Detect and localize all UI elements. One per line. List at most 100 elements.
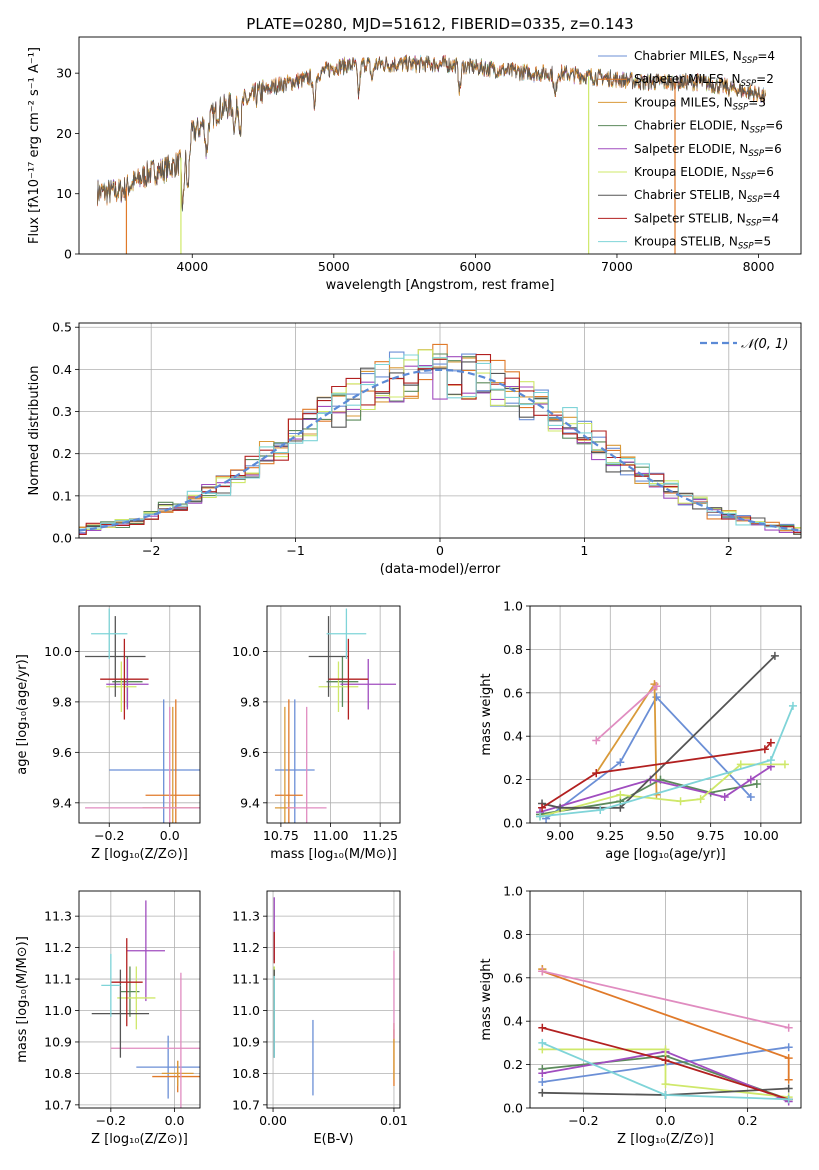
- y-tick-label: 10.9: [44, 1034, 72, 1049]
- line-pink: [595, 685, 658, 742]
- panel-mass_weight_vs_age: 9.00 9.25 9.50 9.75 10.00 0.0 0.2 0.4 0.6 0.8 1.0 a…: [479, 599, 802, 862]
- marker-kroupa_elodie: [661, 1045, 670, 1054]
- x-axis-label: (data-model)/error: [380, 562, 501, 577]
- x-tick-label: 9.00: [546, 828, 574, 843]
- legend-label: Chabrier STELIB, NSSP=4: [634, 188, 780, 205]
- legend-label: Kroupa STELIB, NSSP=5: [634, 235, 771, 252]
- y-tick-label: 0.6: [503, 685, 523, 700]
- marker-kroupa_elodie: [661, 1080, 670, 1089]
- marker-chabrier_stelib: [556, 803, 565, 812]
- plot-area: [273, 897, 395, 1096]
- axes-frame: [78, 890, 201, 1109]
- y-tick-label: 10.7: [232, 1097, 260, 1112]
- y-tick-label: 0.0: [503, 816, 523, 831]
- x-axis-label: mass [log₁₀(M/M⊙)]: [270, 847, 397, 862]
- marker-salpeter_stelib: [538, 1023, 547, 1032]
- x-tick-label: 0.01: [380, 1113, 408, 1128]
- y-tick-label: 0.6: [503, 970, 523, 985]
- y-tick-label: 0.8: [503, 927, 523, 942]
- marker-kroupa_stelib: [596, 805, 605, 814]
- y-tick-label: 9.4: [52, 795, 72, 810]
- y-tick-label: 20: [56, 126, 72, 141]
- x-tick-label: −0.2: [96, 1113, 126, 1128]
- x-tick-label: 9.25: [596, 828, 624, 843]
- y-tick-label: 0.0: [52, 531, 72, 546]
- x-axis-label: age [log₁₀(age/yr)]: [605, 847, 726, 862]
- legend: 𝒩(0, 1): [700, 337, 788, 352]
- x-axis-label: E(B-V): [313, 1132, 353, 1147]
- plot-area: [85, 608, 200, 823]
- y-axis-label: Flux [fλ10⁻¹⁷ erg cm⁻² s⁻¹ A⁻¹]: [27, 47, 42, 244]
- marker-salpeter_stelib: [760, 745, 769, 754]
- x-tick-label: 0.2: [738, 1113, 758, 1128]
- marker-pink: [784, 1023, 793, 1032]
- y-tick-label: 0.2: [52, 446, 72, 461]
- axes-frame: [266, 605, 401, 824]
- line-pink: [542, 970, 789, 1029]
- marker-chabrier_stelib: [616, 803, 625, 812]
- marker-kroupa_stelib: [536, 812, 545, 821]
- line-kroupa_miles: [595, 681, 658, 795]
- marker-kroupa_stelib: [766, 756, 775, 765]
- y-tick-label: 10.0: [44, 644, 72, 659]
- x-tick-label: 2: [725, 543, 733, 558]
- legend: Chabrier MILES, NSSP=4 Salpeter MILES, NS…: [598, 49, 783, 252]
- marker-kroupa_elodie: [736, 760, 745, 769]
- line-chabrier_miles: [545, 695, 752, 820]
- figure-title: PLATE=0280, MJD=51612, FIBERID=0335, z=0…: [246, 15, 633, 33]
- y-tick-label: 11.2: [44, 940, 72, 955]
- y-tick-label: 11.3: [232, 909, 260, 924]
- axes-frame: [78, 36, 802, 255]
- panel-age_vs_Z: −0.2 0.0 9.4 9.6 9.8 10.0 Z [log₁₀(Z/Z⊙)] age […: [15, 605, 201, 862]
- marker-pink: [592, 736, 601, 745]
- legend-label: Kroupa MILES, NSSP=3: [634, 95, 766, 112]
- y-axis-label: Normed distribution: [27, 366, 42, 496]
- y-tick-label: 11.1: [44, 972, 72, 987]
- marker-kroupa_elodie: [676, 797, 685, 806]
- marker-kroupa_stelib: [661, 1090, 670, 1099]
- marker-chabrier_stelib: [784, 1084, 793, 1093]
- y-tick-label: 0.4: [503, 1014, 523, 1029]
- plot-area: [274, 608, 397, 823]
- y-axis-label: mass weight: [479, 958, 494, 1040]
- marker-salpeter_miles: [784, 1075, 793, 1084]
- y-tick-label: 0.2: [503, 772, 523, 787]
- x-tick-label: 10.75: [263, 828, 299, 843]
- line-chabrier_stelib: [541, 655, 776, 809]
- x-tick-label: −0.2: [568, 1113, 598, 1128]
- axes-frame: [78, 605, 201, 824]
- marker-chabrier_stelib: [770, 651, 779, 660]
- marker-kroupa_elodie: [616, 790, 625, 799]
- marker-chabrier_miles: [538, 1077, 547, 1086]
- line-kroupa_elodie: [539, 763, 785, 818]
- y-tick-label: 0.5: [52, 320, 72, 335]
- marker-salpeter_stelib: [766, 738, 775, 747]
- histogram-salpeter_elodie: [79, 356, 801, 535]
- marker-salpeter_elodie: [646, 775, 655, 784]
- plot-area: [536, 651, 797, 823]
- axes-frame: [78, 322, 802, 539]
- y-tick-label: 0.4: [52, 362, 72, 377]
- line-kroupa_elodie: [542, 1048, 789, 1099]
- plot-area: [97, 54, 766, 254]
- y-tick-label: 9.4: [240, 795, 260, 810]
- x-axis-label: Z [log₁₀(Z/Z⊙)]: [91, 1132, 188, 1147]
- legend-label: Salpeter STELIB, NSSP=4: [634, 211, 779, 228]
- plot-area: [79, 343, 801, 536]
- legend-label: Salpeter ELODIE, NSSP=6: [634, 142, 782, 159]
- y-tick-label: 11.2: [232, 940, 260, 955]
- x-tick-label: −2: [142, 543, 160, 558]
- y-axis-label: age [log₁₀(age/yr)]: [15, 654, 30, 775]
- x-tick-label: 10.00: [743, 828, 779, 843]
- marker-chabrier_miles: [652, 693, 661, 702]
- marker-kroupa_elodie: [780, 760, 789, 769]
- y-tick-label: 0.0: [503, 1101, 523, 1116]
- y-tick-label: 11.0: [232, 1003, 260, 1018]
- marker-chabrier_miles: [746, 792, 755, 801]
- marker-kroupa_stelib: [538, 1038, 547, 1047]
- marker-kroupa_stelib: [788, 701, 797, 710]
- y-tick-label: 10.0: [232, 644, 260, 659]
- marker-chabrier_elodie: [752, 779, 761, 788]
- x-tick-label: 1: [580, 543, 588, 558]
- marker-salpeter_stelib: [661, 1056, 670, 1065]
